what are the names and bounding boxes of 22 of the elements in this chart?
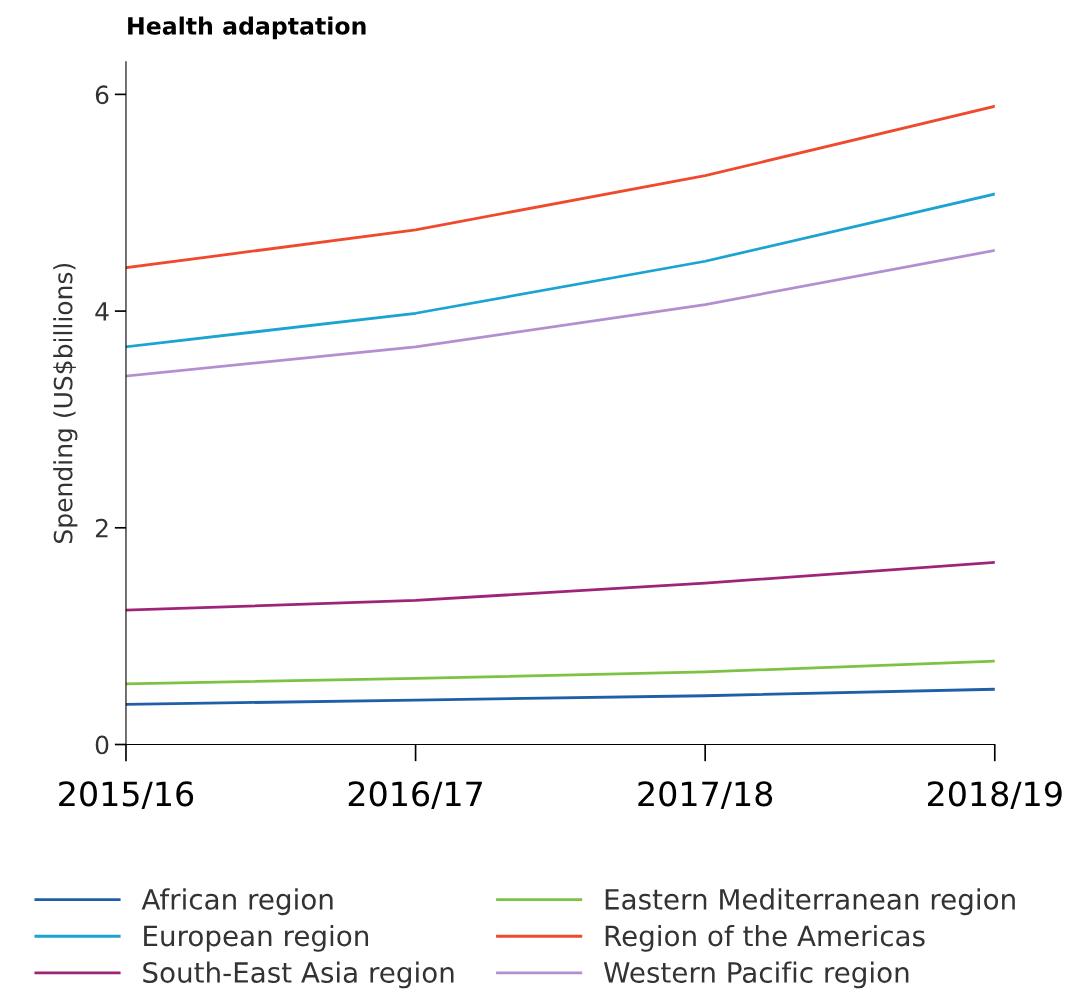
y-tick-label: 2 (95, 518, 108, 538)
line-series (125, 687, 995, 706)
y-tick-label: 6 (95, 85, 109, 105)
legend-label: Eastern Mediterranean region (605, 888, 1015, 916)
line-series (125, 659, 995, 686)
line-series (125, 561, 995, 612)
y-tick-label: 4 (95, 302, 109, 321)
legend-label: European region (144, 924, 369, 952)
chart-title: Health adaptation (128, 16, 366, 40)
legend-label: South-East Asia region (143, 961, 454, 989)
legend-label: Western Pacific region (603, 961, 909, 989)
x-tick-label: 2015/16 (59, 781, 194, 810)
x-tick-label: 2018/19 (927, 781, 1062, 810)
x-tick-label: 2016/17 (348, 781, 482, 810)
line-series (125, 249, 995, 378)
line-series (125, 192, 995, 349)
y-tick-label: 0 (95, 735, 109, 755)
x-tick-label: 2017/18 (638, 781, 773, 810)
y-axis-title: Spending (US$billions) (53, 263, 78, 543)
line-series (125, 104, 995, 270)
legend-label: African region (141, 888, 333, 916)
legend-label: Region of the Americas (605, 924, 925, 952)
